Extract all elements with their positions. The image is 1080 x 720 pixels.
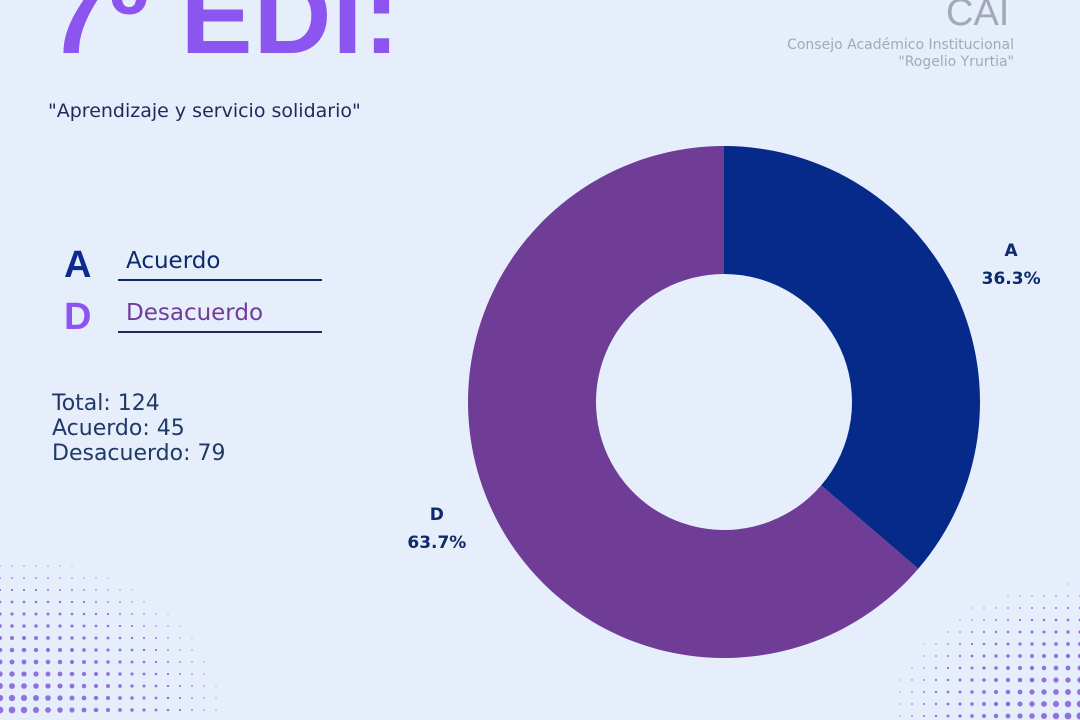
legend-underline bbox=[118, 331, 322, 333]
legend-label-acuerdo: Acuerdo bbox=[126, 248, 221, 274]
slice-label-a: A 36.3% bbox=[982, 241, 1041, 289]
stat-acuerdo: Acuerdo: 45 bbox=[52, 416, 185, 441]
slice-percent-d: 63.7% bbox=[407, 533, 466, 553]
slice-label-d: D 63.7% bbox=[407, 505, 466, 553]
org-line-1: Consejo Académico Institucional bbox=[787, 37, 1014, 53]
stat-total: Total: 124 bbox=[52, 391, 160, 416]
legend-item-desacuerdo: D Desacuerdo bbox=[64, 296, 326, 338]
legend-letter-a: A bbox=[64, 244, 92, 286]
slice-letter-d: D bbox=[430, 505, 444, 525]
legend-letter-d: D bbox=[64, 296, 92, 338]
donut-slice-d bbox=[467, 146, 919, 658]
organization-name: Consejo Académico Institucional "Rogelio… bbox=[787, 37, 1014, 71]
cai-logo: CAI bbox=[946, 0, 1010, 34]
legend-underline bbox=[118, 279, 322, 281]
slice-letter-a: A bbox=[1005, 241, 1019, 261]
page-title: 7º EDI: bbox=[48, 0, 401, 76]
donut-slice-a bbox=[724, 146, 980, 569]
page-subtitle: "Aprendizaje y servicio solidario" bbox=[48, 100, 361, 122]
legend-label-desacuerdo: Desacuerdo bbox=[126, 300, 264, 326]
stat-desacuerdo: Desacuerdo: 79 bbox=[52, 441, 226, 466]
slice-percent-a: 36.3% bbox=[982, 269, 1041, 289]
org-line-2: "Rogelio Yrurtia" bbox=[898, 54, 1014, 70]
vote-stats: Total: 124 Acuerdo: 45 Desacuerdo: 79 bbox=[52, 391, 225, 466]
legend-item-acuerdo: A Acuerdo bbox=[64, 244, 326, 286]
